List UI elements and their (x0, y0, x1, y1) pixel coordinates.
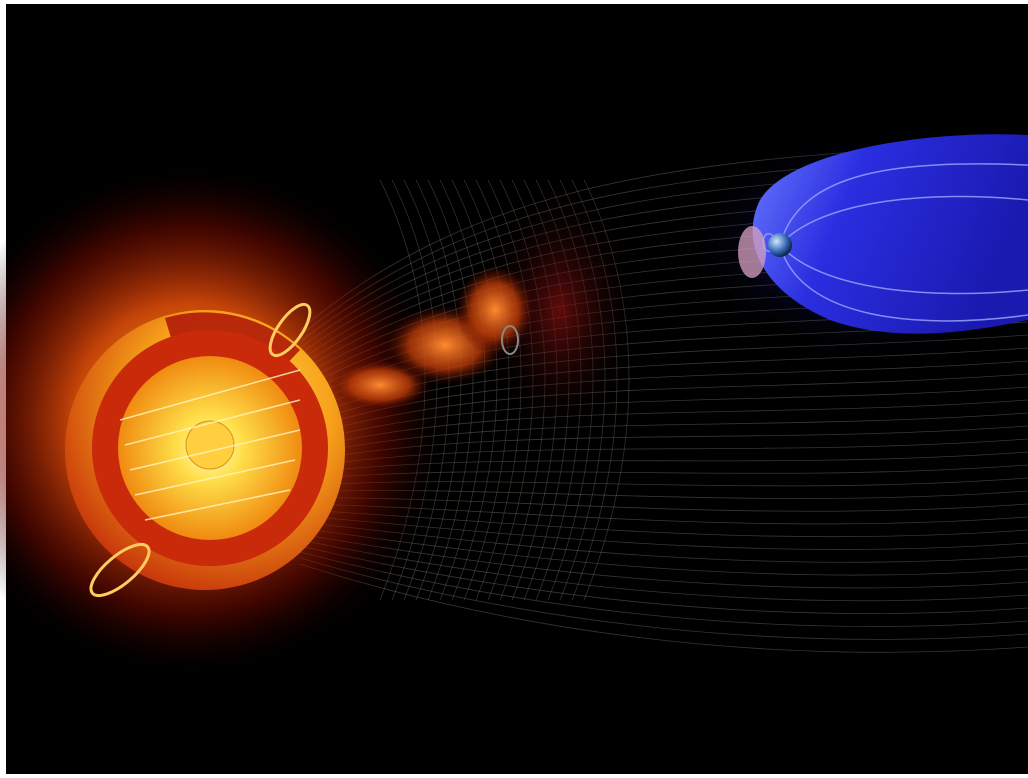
field-line (299, 563, 1028, 653)
field-line (439, 179, 486, 601)
shock-haze (480, 180, 640, 440)
bow-shock (738, 226, 766, 278)
magnetosphere-lines (762, 163, 1028, 322)
magnetosphere (752, 134, 1028, 334)
core-lines (119, 369, 301, 521)
prominence (268, 302, 312, 358)
prominence (89, 542, 151, 598)
earth (768, 233, 792, 257)
coronal-mass-ejection (330, 265, 535, 410)
